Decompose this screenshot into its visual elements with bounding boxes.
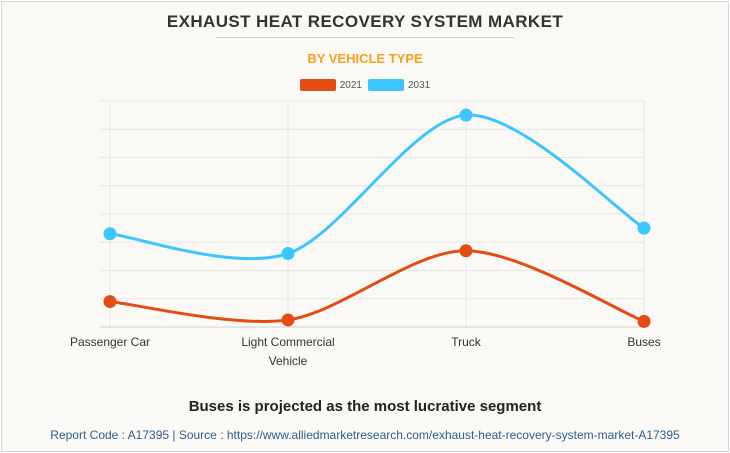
series-line-2021 xyxy=(108,249,646,323)
insight-headline: Buses is projected as the most lucrative… xyxy=(188,398,542,415)
data-point-2031 xyxy=(281,247,295,261)
source-citation: Report Code : A17395 | Source : https://… xyxy=(50,428,680,442)
x-tick-label: Truck xyxy=(451,335,482,349)
legend-label-2031: 2031 xyxy=(408,79,431,91)
data-point-2031 xyxy=(459,108,473,122)
data-point-2021 xyxy=(637,314,651,328)
data-point-2031 xyxy=(637,221,651,235)
data-point-2021 xyxy=(103,295,117,309)
legend-swatch-2031 xyxy=(368,79,404,91)
x-tick-label: Vehicle xyxy=(269,354,308,368)
data-point-2021 xyxy=(281,313,295,327)
x-tick-label: Passenger Car xyxy=(70,335,150,349)
x-tick-label: Light Commercial xyxy=(241,335,334,349)
x-tick-label: Buses xyxy=(627,335,660,349)
title-divider xyxy=(216,37,514,38)
legend-item-2021[interactable]: 2021 xyxy=(299,79,362,91)
chart-title: EXHAUST HEAT RECOVERY SYSTEM MARKET xyxy=(166,12,564,31)
chart-subtitle: BY VEHICLE TYPE xyxy=(307,51,423,66)
legend-item-2031[interactable]: 2031 xyxy=(368,79,430,91)
data-point-2031 xyxy=(103,227,117,241)
legend-label-2021: 2021 xyxy=(339,79,362,91)
legend-swatch-2021 xyxy=(299,79,336,91)
series-line-2031 xyxy=(108,113,646,261)
legend: 2021 2031 xyxy=(0,79,730,91)
data-point-2021 xyxy=(459,244,473,258)
